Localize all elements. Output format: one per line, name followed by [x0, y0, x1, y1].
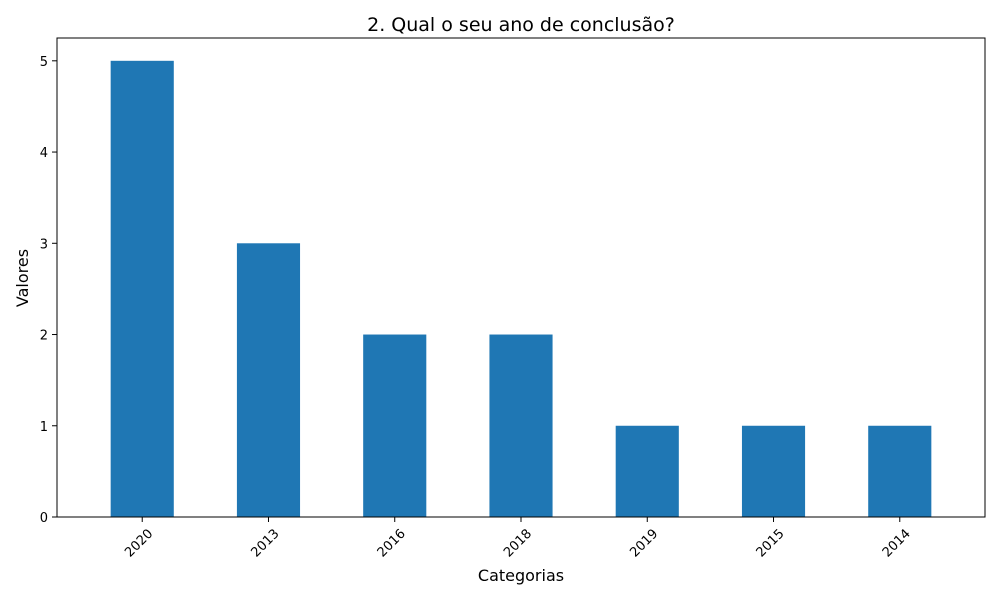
x-tick-label: 2019 — [627, 526, 661, 560]
x-tick-label: 2018 — [501, 526, 535, 560]
bar-2015 — [741, 425, 806, 517]
x-tick-label: 2016 — [375, 526, 409, 560]
x-axis-ticks: 2020 2013 2016 2018 2019 2015 2014 — [122, 517, 914, 560]
plot-frame — [56, 37, 986, 518]
y-axis-ticks: 0 1 2 3 4 5 — [40, 55, 57, 526]
bar-2014 — [868, 425, 932, 517]
bar-2013 — [236, 243, 301, 518]
bar-2016 — [363, 334, 427, 517]
bar-2020 — [110, 60, 174, 518]
x-axis-label: Categorias — [478, 566, 564, 585]
y-tick-label: 3 — [40, 237, 48, 252]
bars-group — [110, 60, 932, 518]
x-tick-label: 2020 — [122, 526, 156, 560]
bar-2019 — [615, 425, 679, 517]
y-tick-label: 4 — [40, 146, 48, 161]
bar-2018 — [489, 334, 553, 517]
x-tick-label: 2014 — [880, 526, 914, 560]
x-tick-label: 2013 — [249, 526, 283, 560]
x-tick-label: 2015 — [754, 526, 788, 560]
y-tick-label: 5 — [40, 55, 48, 70]
y-axis-label: Valores — [13, 249, 32, 307]
y-tick-label: 2 — [40, 329, 48, 344]
y-tick-label: 0 — [40, 511, 48, 526]
y-tick-label: 1 — [40, 420, 48, 435]
chart-title: 2. Qual o seu ano de conclusão? — [367, 14, 675, 36]
